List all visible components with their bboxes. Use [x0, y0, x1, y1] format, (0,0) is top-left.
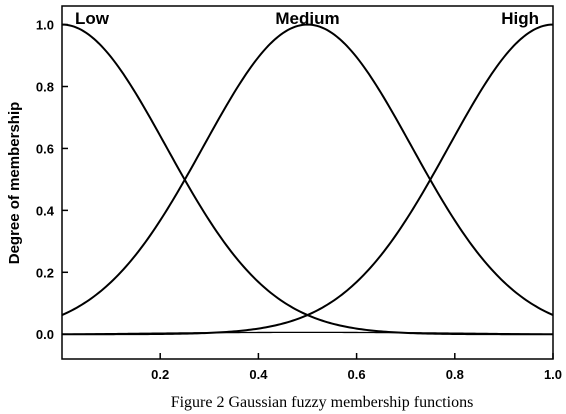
- y-tick-label: 1.0: [36, 18, 54, 33]
- series-low-curve: [61, 23, 553, 336]
- x-tick-label: 0.8: [446, 367, 464, 382]
- series-labels: Low Medium High: [75, 9, 539, 28]
- y-tick-label: 0.2: [36, 265, 54, 280]
- series-label-high: High: [501, 9, 539, 28]
- series-label-low: Low: [75, 9, 110, 28]
- baseline-curve: [61, 331, 554, 335]
- y-axis-label: Degree of membership: [6, 102, 23, 265]
- figure-caption: Figure 2 Gaussian fuzzy membership funct…: [171, 394, 474, 411]
- y-tick-label: 0.4: [36, 203, 55, 218]
- x-axis: 0.2 0.4 0.6 0.8 1.0: [151, 353, 562, 382]
- y-axis: 0.0 0.2 0.4 0.6 0.8 1.0: [36, 18, 68, 342]
- series-high-curve: [62, 23, 554, 336]
- y-tick-label: 0.0: [36, 327, 54, 342]
- x-tick-label: 1.0: [544, 367, 562, 382]
- y-tick-label: 0.8: [36, 80, 54, 95]
- series-medium-curve: [61, 23, 554, 316]
- y-tick-label: 0.6: [36, 141, 54, 156]
- x-tick-label: 0.6: [348, 367, 366, 382]
- x-tick-label: 0.2: [151, 367, 169, 382]
- x-tick-label: 0.4: [249, 367, 268, 382]
- series-group: [61, 23, 554, 336]
- series-label-medium: Medium: [275, 9, 339, 28]
- plot-frame: [61, 5, 554, 360]
